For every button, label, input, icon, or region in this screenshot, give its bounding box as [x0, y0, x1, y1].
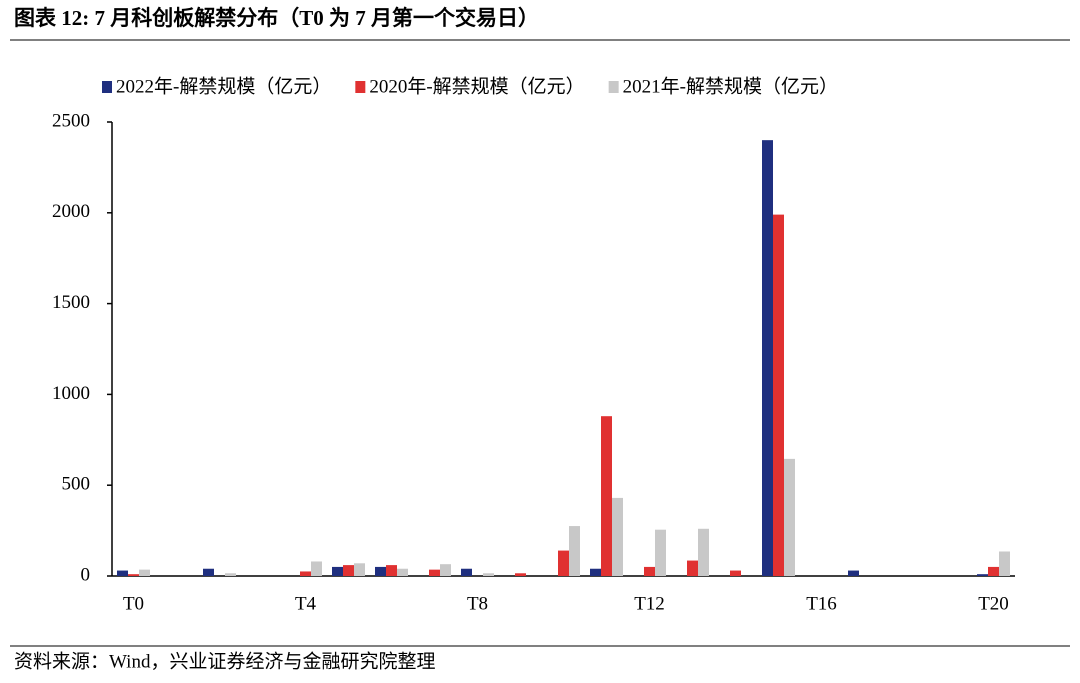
bar [687, 560, 698, 576]
bar [343, 565, 354, 576]
legend-swatch [102, 81, 112, 93]
bar [117, 570, 128, 576]
y-tick-label: 1000 [52, 383, 90, 404]
bar [784, 458, 795, 576]
bar [139, 569, 150, 576]
bar [128, 574, 139, 576]
legend-swatch [355, 81, 366, 93]
legend-swatch [608, 81, 619, 93]
x-tick-label: T20 [978, 593, 1009, 614]
y-tick-label: 1500 [52, 292, 90, 313]
bar [601, 416, 612, 576]
legend-label: 2022年-解禁规模（亿元） [116, 75, 331, 97]
bar [655, 529, 666, 576]
bar [977, 574, 988, 576]
bar [483, 573, 494, 576]
bar [999, 551, 1010, 576]
bar [848, 570, 859, 576]
x-tick-label: T8 [467, 593, 488, 614]
bar [461, 568, 472, 576]
bar [311, 561, 322, 576]
bar [429, 569, 440, 576]
legend-label: 2020年-解禁规模（亿元） [369, 75, 584, 97]
bar [612, 497, 623, 576]
x-tick-label: T0 [123, 593, 144, 614]
source: 资料来源：Wind，兴业证券经济与金融研究院整理 [14, 650, 435, 672]
x-tick-label: T12 [634, 593, 665, 614]
bar [762, 140, 773, 576]
chart-title: 图表 12: 7 月科创板解禁分布（T0 为 7 月第一个交易日） [14, 6, 539, 30]
bar [515, 573, 526, 576]
bar [698, 528, 709, 576]
bar [440, 564, 451, 576]
bar [988, 566, 999, 576]
bar [569, 526, 580, 576]
y-tick-label: 500 [62, 474, 91, 495]
bar [644, 566, 655, 576]
bar [590, 568, 601, 576]
bar [203, 568, 214, 576]
bar [386, 565, 397, 576]
bar [558, 550, 569, 576]
y-tick-label: 2500 [52, 110, 90, 131]
y-tick-label: 0 [81, 564, 91, 585]
bar [397, 568, 408, 576]
bar [225, 573, 236, 576]
x-tick-label: T4 [295, 593, 317, 614]
bar [300, 571, 311, 576]
y-tick-label: 2000 [52, 201, 90, 222]
bar [773, 214, 784, 576]
x-tick-label: T16 [806, 593, 837, 614]
bar [375, 566, 386, 576]
bar [730, 570, 741, 576]
bar [332, 566, 343, 576]
bar [354, 563, 365, 576]
legend-label: 2021年-解禁规模（亿元） [623, 75, 838, 97]
